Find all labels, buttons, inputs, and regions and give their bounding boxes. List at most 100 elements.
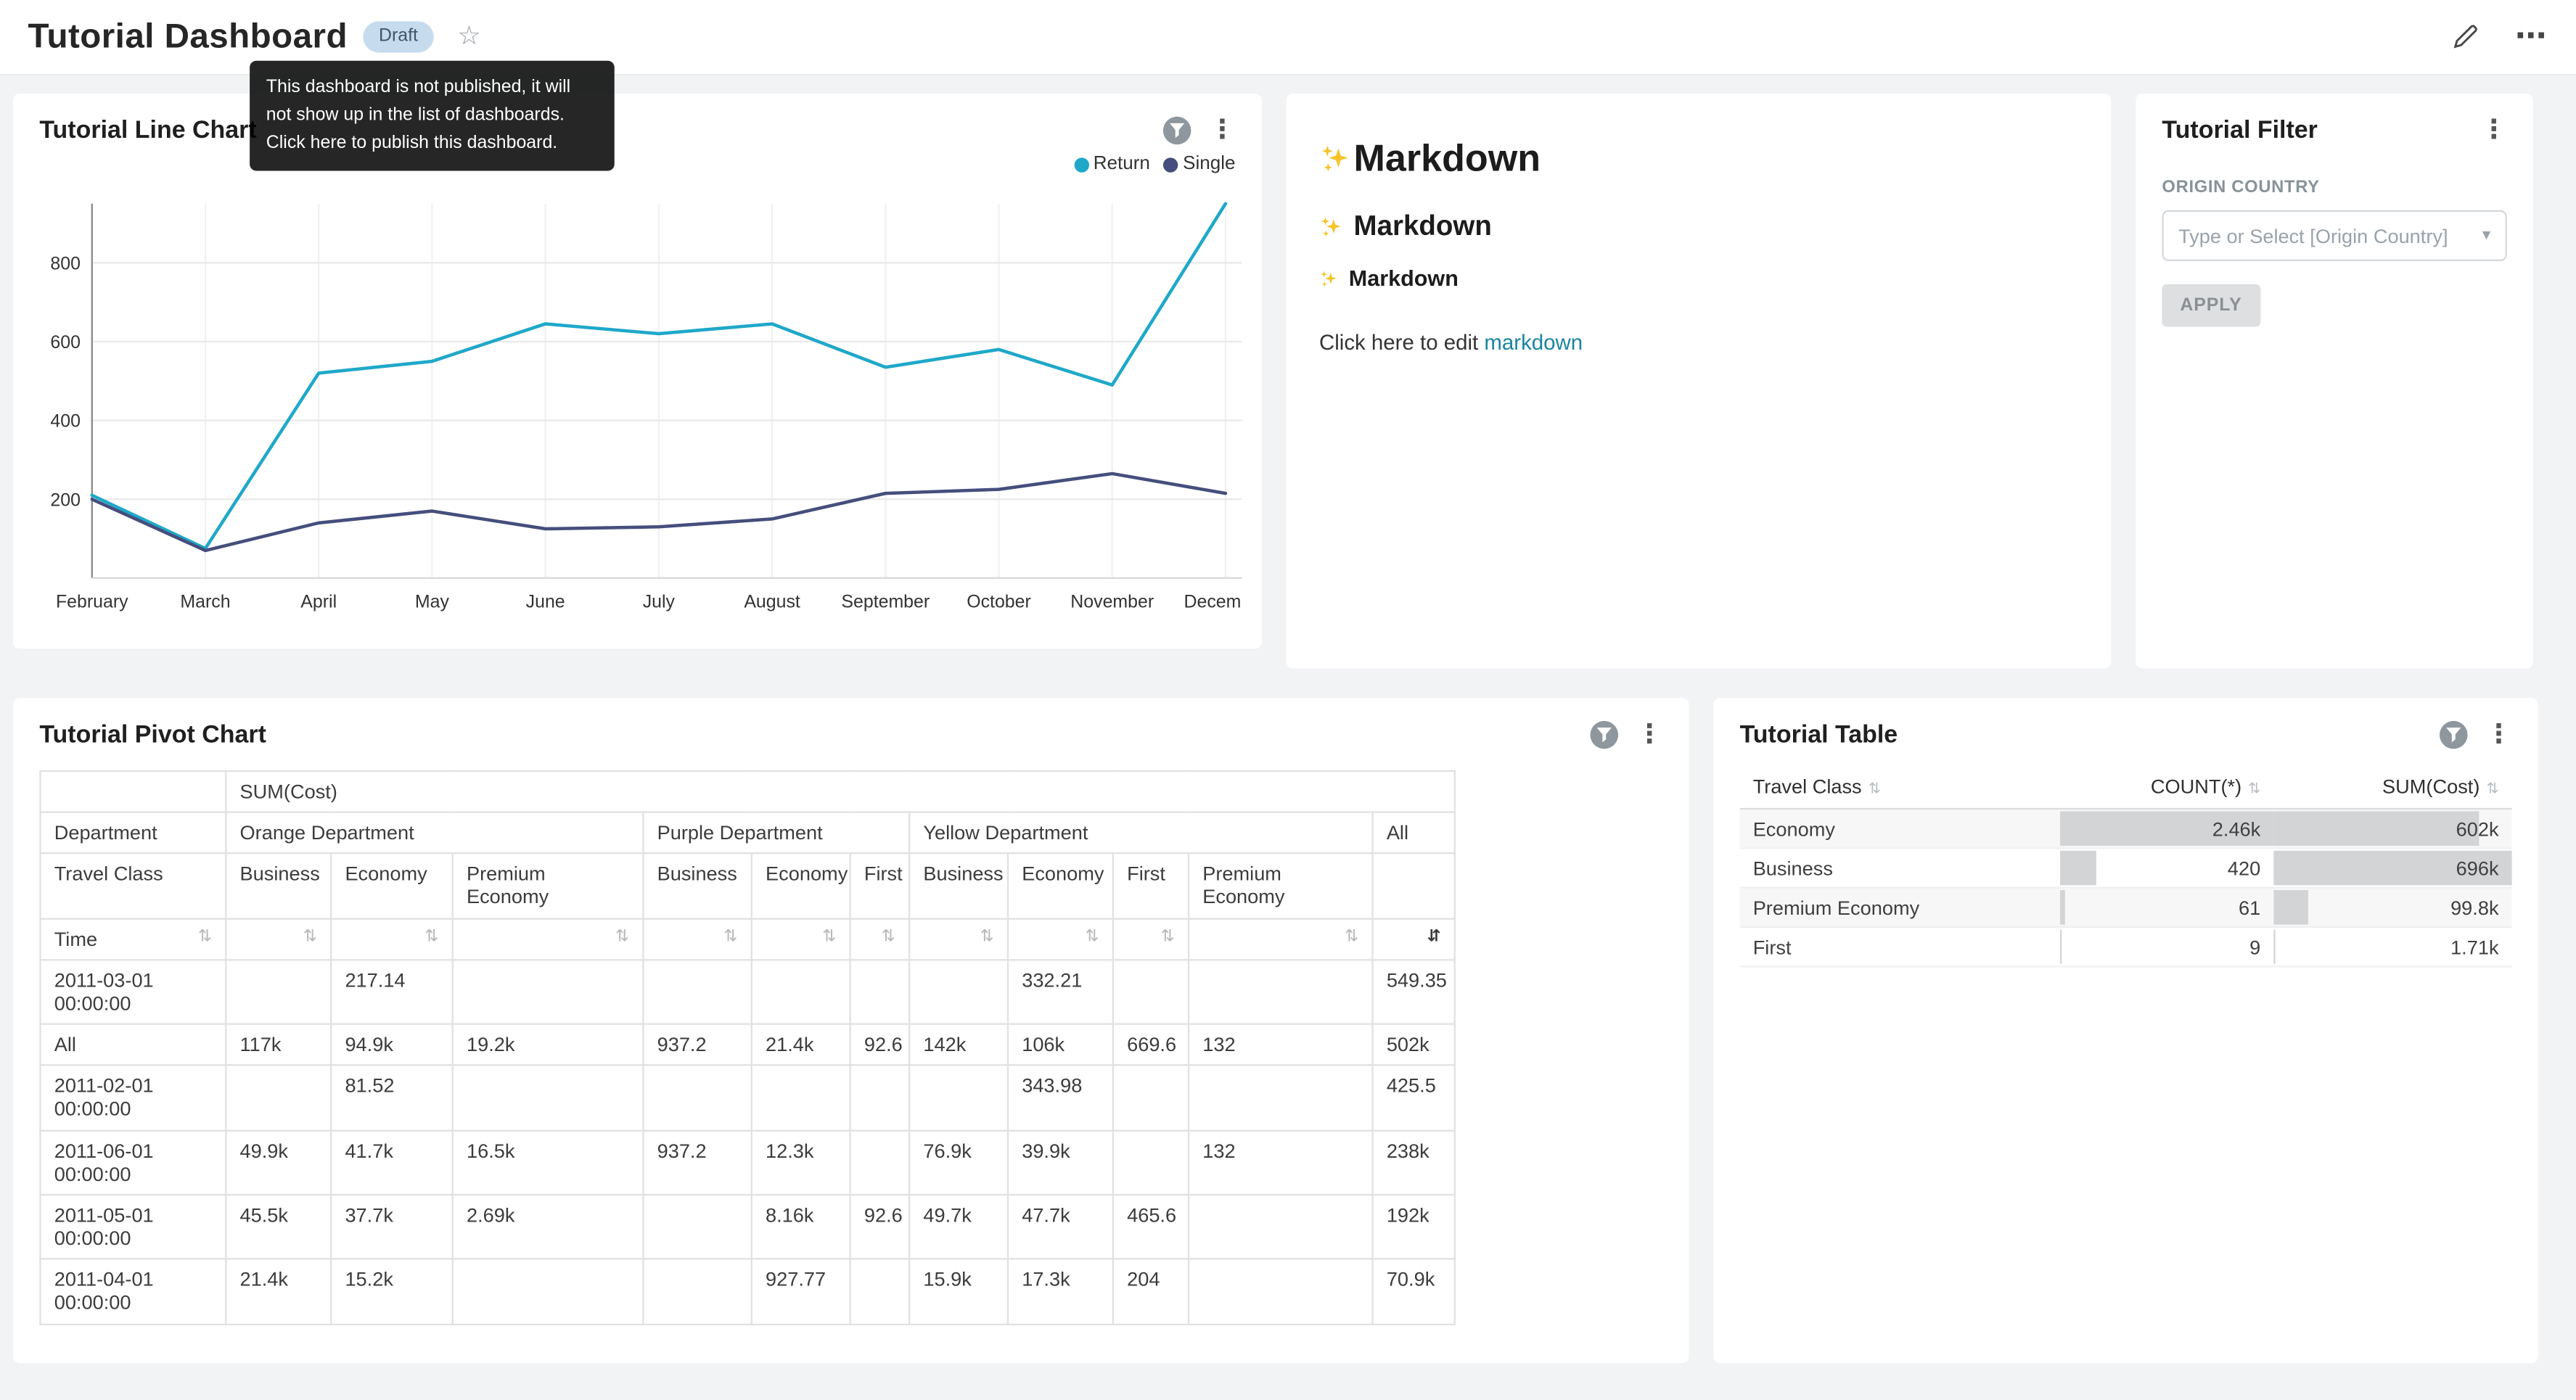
header-more-icon[interactable]: ⋯ [2515,20,2548,54]
sparkles-icon [1321,144,1348,171]
pivot-col-header: Premium Economy [1187,852,1374,920]
table-row[interactable]: Economy 2.46k 602k [1739,809,2512,849]
pivot-cell [1112,958,1190,1025]
pivot-cell [1112,1064,1190,1131]
pivot-cell: 16.5k [451,1129,644,1195]
pivot-cell: 81.52 [330,1064,454,1131]
pivot-cell: 117k [225,1023,332,1066]
pivot-cell [849,958,911,1025]
pivot-cell [750,958,851,1025]
markdown-edit-link[interactable]: markdown [1484,330,1583,355]
pivot-cell: 549.35 [1371,958,1456,1025]
series-line [90,472,1228,553]
card-title: Tutorial Filter [2162,116,2318,145]
pivot-cell: 17.3k [1006,1258,1114,1325]
pivot-cell [1187,1193,1374,1260]
pivot-cell: 238k [1371,1129,1456,1195]
pivot-cell [849,1129,911,1195]
pivot-cell: 15.2k [330,1258,454,1325]
pivot-cell [1187,1258,1374,1325]
pivot-row: 2011-03-01 00:00:00 217.14 332.21 549.35 [39,958,1456,1025]
sort-icon[interactable]: ⇅ [424,927,439,946]
pivot-col-header [1371,852,1456,920]
svg-text:July: July [643,592,676,612]
col-header-sum-cost[interactable]: SUM(Cost) ⇅ [2273,768,2512,810]
pivot-col-header: Business [642,852,752,920]
travel-class-cell: Economy [1739,809,2061,849]
legend-item[interactable]: Return [1073,155,1150,174]
markdown-edit-prefix: Click here to edit [1318,330,1485,355]
page-title: Tutorial Dashboard [28,17,348,55]
col-header-travel-class[interactable]: Travel Class ⇅ [1739,768,2061,810]
pivot-cell: 927.77 [750,1258,851,1325]
draft-badge[interactable]: Draft [362,21,435,53]
pivot-cell [1187,1064,1374,1131]
sum-bar [2273,850,2512,886]
svg-text:September: September [841,592,930,612]
pivot-col-header: Economy [1006,852,1114,920]
tutorial-table: Travel Class ⇅ COUNT(*) ⇅ SUM(Cost) ⇅ Econo… [1739,768,2512,968]
sort-icon[interactable]: ⇅ [1868,780,1881,797]
legend-item[interactable]: Single [1162,155,1236,174]
col-header-count[interactable]: COUNT(*) ⇅ [2060,768,2274,810]
origin-country-select[interactable]: Type or Select [Origin Country] ▾ [2162,210,2507,261]
table-row[interactable]: Premium Economy 61 99.8k [1739,887,2512,928]
sort-icon[interactable]: ⇅ [881,927,895,946]
edit-pencil-icon[interactable] [2451,23,2479,51]
sort-icon[interactable]: ⇅ [198,927,213,946]
markdown-h3-text: Markdown [1348,265,1459,291]
table-row[interactable]: First 9 1.71k [1739,927,2512,968]
sum-bar [2273,811,2480,846]
filter-kebab-icon[interactable]: ⋮ [2480,115,2507,144]
funnel-icon [1596,727,1612,743]
pivot-col-header: Economy [330,852,454,920]
pivot-cell [451,958,644,1025]
sort-icon[interactable]: ⇅ [2248,780,2261,797]
count-bar [2060,850,2097,886]
chart-kebab-icon[interactable]: ⋮ [1636,720,1663,749]
chart-kebab-icon[interactable]: ⋮ [1209,115,1236,144]
sort-icon[interactable]: ⇅ [1085,927,1099,946]
pivot-cell: 45.5k [225,1193,332,1260]
sort-icon[interactable]: ⇅ [303,927,317,946]
pivot-cell: 15.9k [908,1258,1009,1325]
sum-bar [2273,929,2275,964]
pivot-cell: 192k [1371,1193,1456,1260]
markdown-card: Markdown Markdown Mark [1286,94,2112,669]
count-bar [2060,890,2066,925]
filter-indicator-icon[interactable] [1162,116,1191,145]
sort-icon[interactable]: ⇅ [615,927,630,946]
pivot-cell: 94.9k [330,1023,454,1066]
sort-icon[interactable]: ⇅ [2486,780,2499,797]
sort-icon[interactable]: ⇵ [1427,927,1441,946]
sparkles-icon [1321,270,1337,286]
svg-text:400: 400 [50,411,81,432]
sort-icon[interactable]: ⇅ [980,927,994,946]
pivot-cell: 465.6 [1112,1193,1190,1260]
pivot-cell: 21.4k [750,1023,851,1066]
pivot-row-header: 2011-05-01 00:00:00 [39,1193,227,1260]
sort-icon[interactable]: ⇅ [723,927,738,946]
pivot-cell: 502k [1371,1023,1456,1066]
sort-icon[interactable]: ⇅ [1160,927,1175,946]
pivot-col-group: Orange Department [225,811,644,855]
filter-indicator-icon[interactable] [1590,720,1619,749]
svg-text:April: April [300,592,337,612]
sort-icon[interactable]: ⇅ [1345,927,1359,946]
pivot-col-group: Yellow Department [908,811,1374,855]
favorite-star-icon[interactable]: ☆ [457,22,481,51]
chart-legend: Return Single [13,144,1262,174]
sort-icon[interactable]: ⇅ [822,927,837,946]
pivot-cell: 41.7k [330,1129,454,1195]
table-row[interactable]: Business 420 696k [1739,848,2512,889]
pivot-cell: 669.6 [1112,1023,1190,1066]
pivot-cell: 8.16k [750,1193,851,1260]
pivot-cell: 132 [1187,1129,1374,1195]
pivot-cell: 19.2k [451,1023,644,1066]
pivot-cell: 2.69k [451,1193,644,1260]
pivot-col-header: First [1112,852,1190,920]
apply-button[interactable]: APPLY [2162,284,2260,327]
sum-cell: 602k [2273,809,2512,849]
chart-kebab-icon[interactable]: ⋮ [2485,720,2512,749]
filter-indicator-icon[interactable] [2440,720,2468,749]
